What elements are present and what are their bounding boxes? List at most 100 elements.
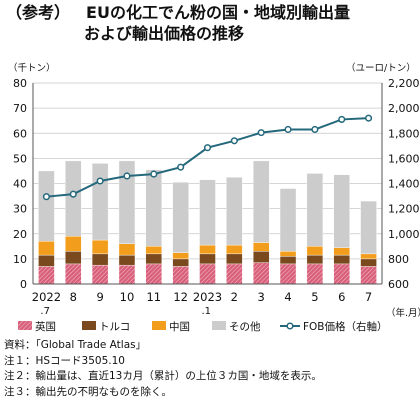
x-tick-label: 5 xyxy=(311,290,318,304)
x-tick-label: 10 xyxy=(120,290,135,304)
y-left-tick-label: 60 xyxy=(13,127,27,140)
y-left-tick-label: 0 xyxy=(20,278,27,291)
title-line-1: EUの化工でん粉の国・地域別輸出量 xyxy=(86,3,350,22)
bar-segment-2 xyxy=(306,246,324,256)
fob-price-point xyxy=(69,190,77,198)
legend-label-2: 中国 xyxy=(169,320,190,333)
bar-segment-3 xyxy=(279,188,297,252)
title-line-2: および輸出価格の推移 xyxy=(84,24,245,43)
bar-segment-2 xyxy=(360,253,377,260)
bar-segment-3 xyxy=(172,182,189,253)
fob-price-point xyxy=(257,129,265,137)
y-right-tick-label: 2,200 xyxy=(388,77,420,90)
y-left-tick-label: 50 xyxy=(13,152,27,165)
bar-segment-2 xyxy=(279,251,297,257)
bar-segment-3 xyxy=(360,200,377,255)
y-left-tick-label: 80 xyxy=(13,77,27,90)
x-tick-sublabel: .1 xyxy=(202,306,212,317)
fob-price-point xyxy=(230,137,238,145)
x-tick-label: 9 xyxy=(96,290,103,304)
fob-price-point xyxy=(365,114,373,122)
bar-segment-3 xyxy=(226,177,243,246)
bar-segment-0 xyxy=(226,263,243,285)
bar-segment-3 xyxy=(306,173,324,247)
x-tick-sublabel: .7 xyxy=(40,306,50,317)
fob-price-point xyxy=(311,125,319,134)
bar-segment-0 xyxy=(252,262,270,285)
x-tick-label: 8 xyxy=(70,290,77,304)
fob-price-point xyxy=(150,170,158,178)
footnotes: 資料：「Global Trade Atlas」 注１：HSコード3505.10 … xyxy=(4,338,322,400)
legend-label-line: FOB価格（右軸） xyxy=(303,320,388,333)
x-tick-label: 11 xyxy=(146,290,161,304)
fob-price-point xyxy=(123,172,131,180)
fob-price-point xyxy=(96,177,104,185)
bar-segment-1 xyxy=(333,254,350,265)
bar-segment-1 xyxy=(360,258,377,267)
fob-price-point xyxy=(284,125,292,134)
bar-segment-1 xyxy=(226,253,243,265)
bar-segment-3 xyxy=(199,179,216,246)
y-left-tick-label: 30 xyxy=(13,203,27,216)
bar-segment-1 xyxy=(172,258,189,267)
fob-price-point xyxy=(42,193,50,201)
y-right-tick-label: 800 xyxy=(388,253,409,266)
bar-segment-2 xyxy=(145,246,163,255)
x-tick-label: 6 xyxy=(338,290,345,304)
bar-segment-2 xyxy=(65,236,82,252)
bar-segment-2 xyxy=(226,244,243,255)
legend-swatch-2 xyxy=(152,321,166,330)
x-unit-label: （年.月） xyxy=(386,307,420,319)
bar-segment-3 xyxy=(118,160,136,244)
x-tick-label: 2023 xyxy=(193,290,222,304)
bar-segment-1 xyxy=(38,254,55,267)
bar-segment-3 xyxy=(91,163,109,241)
chart-title: （参考） EUの化工でん粉の国・地域別輸出量 および輸出価格の推移 xyxy=(6,2,350,44)
legend-line-marker xyxy=(286,322,294,330)
bar-segment-1 xyxy=(65,251,82,265)
bar-segment-2 xyxy=(333,247,350,256)
y-right-tick-label: 1,400 xyxy=(388,178,420,191)
note-1: 注１：HSコード3505.10 xyxy=(4,354,125,367)
bar-segment-0 xyxy=(306,263,324,285)
bar-segment-0 xyxy=(65,263,82,285)
bar-segment-2 xyxy=(172,252,189,260)
y-right-tick-label: 1,800 xyxy=(388,127,420,140)
bar-segment-1 xyxy=(279,256,297,265)
bar-segment-2 xyxy=(252,242,270,252)
bar-segment-0 xyxy=(279,263,297,285)
y-left-tick-label: 70 xyxy=(13,102,27,115)
y-right-tick-label: 600 xyxy=(388,278,409,291)
y-left-tick-label: 20 xyxy=(13,228,27,241)
bar-segment-0 xyxy=(199,263,216,285)
bar-segment-0 xyxy=(38,266,55,285)
legend-swatch-3 xyxy=(212,321,226,330)
bar-segment-3 xyxy=(333,174,350,248)
x-tick-label: 12 xyxy=(173,290,188,304)
fob-price-point xyxy=(338,115,346,123)
fob-price-point xyxy=(203,144,212,152)
legend-label-1: トルコ xyxy=(99,321,130,333)
bar-segment-0 xyxy=(91,264,109,285)
x-tick-label: 7 xyxy=(365,290,372,304)
y-right-tick-label: 1,600 xyxy=(388,152,420,165)
x-tick-label: 2 xyxy=(231,290,238,304)
bar-segment-0 xyxy=(172,266,189,285)
bar-segment-3 xyxy=(252,160,270,243)
note-3: 注３：輸出先の不明なものを除く。 xyxy=(4,385,172,398)
y-right-unit-label: （ユーロ/トン） xyxy=(346,63,416,74)
bar-segment-0 xyxy=(333,263,350,285)
y-right-tick-label: 1,200 xyxy=(388,203,420,216)
y-left-tick-label: 10 xyxy=(13,253,27,266)
fob-price-point xyxy=(177,163,185,171)
bar-segment-0 xyxy=(145,263,163,285)
legend-label-0: 英国 xyxy=(35,320,56,333)
legend-swatch-0 xyxy=(18,321,32,330)
bar-segment-0 xyxy=(118,264,136,285)
bar-segment-1 xyxy=(145,253,163,265)
x-tick-label: 2022 xyxy=(32,290,61,304)
x-tick-label: 3 xyxy=(258,290,265,304)
y-left-tick-label: 40 xyxy=(13,178,27,191)
legend-swatch-1 xyxy=(82,321,96,330)
bar-segment-0 xyxy=(360,266,377,285)
